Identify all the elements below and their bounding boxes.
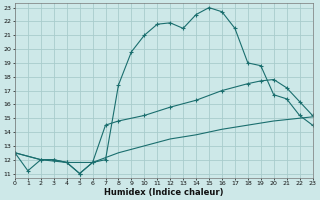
X-axis label: Humidex (Indice chaleur): Humidex (Indice chaleur) (104, 188, 223, 197)
